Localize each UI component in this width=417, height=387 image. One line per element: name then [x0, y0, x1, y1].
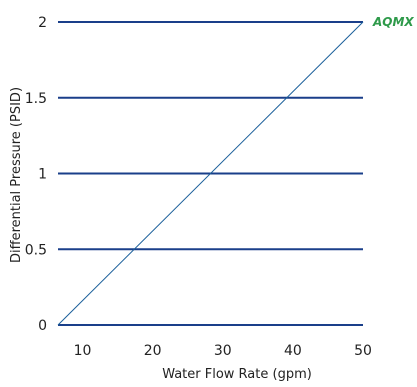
y-tick-label-1: 1	[38, 167, 47, 183]
y-tick-label-0-5: 0.5	[25, 242, 47, 258]
x-tick-labels: 10 20 30 40 50	[74, 343, 372, 359]
x-tick-label-10: 10	[74, 343, 92, 359]
y-tick-label-1-5: 1.5	[25, 91, 47, 107]
y-axis-label: Differential Pressure (PSID)	[9, 87, 24, 263]
x-axis-label: Water Flow Rate (gpm)	[162, 367, 312, 382]
series-line-aqmx	[57, 21, 364, 326]
y-tick-label-2: 2	[38, 15, 47, 31]
series-label-aqmx: AQMX	[372, 15, 414, 29]
series-labels: AQMX	[372, 15, 414, 29]
series-lines	[57, 21, 364, 326]
x-tick-label-50: 50	[354, 343, 372, 359]
x-tick-label-20: 20	[144, 343, 162, 359]
x-tick-label-30: 30	[214, 343, 232, 359]
y-tick-label-0: 0	[38, 318, 47, 334]
x-tick-label-40: 40	[284, 343, 302, 359]
y-tick-labels: 0 0.5 1 1.5 2	[25, 15, 47, 334]
